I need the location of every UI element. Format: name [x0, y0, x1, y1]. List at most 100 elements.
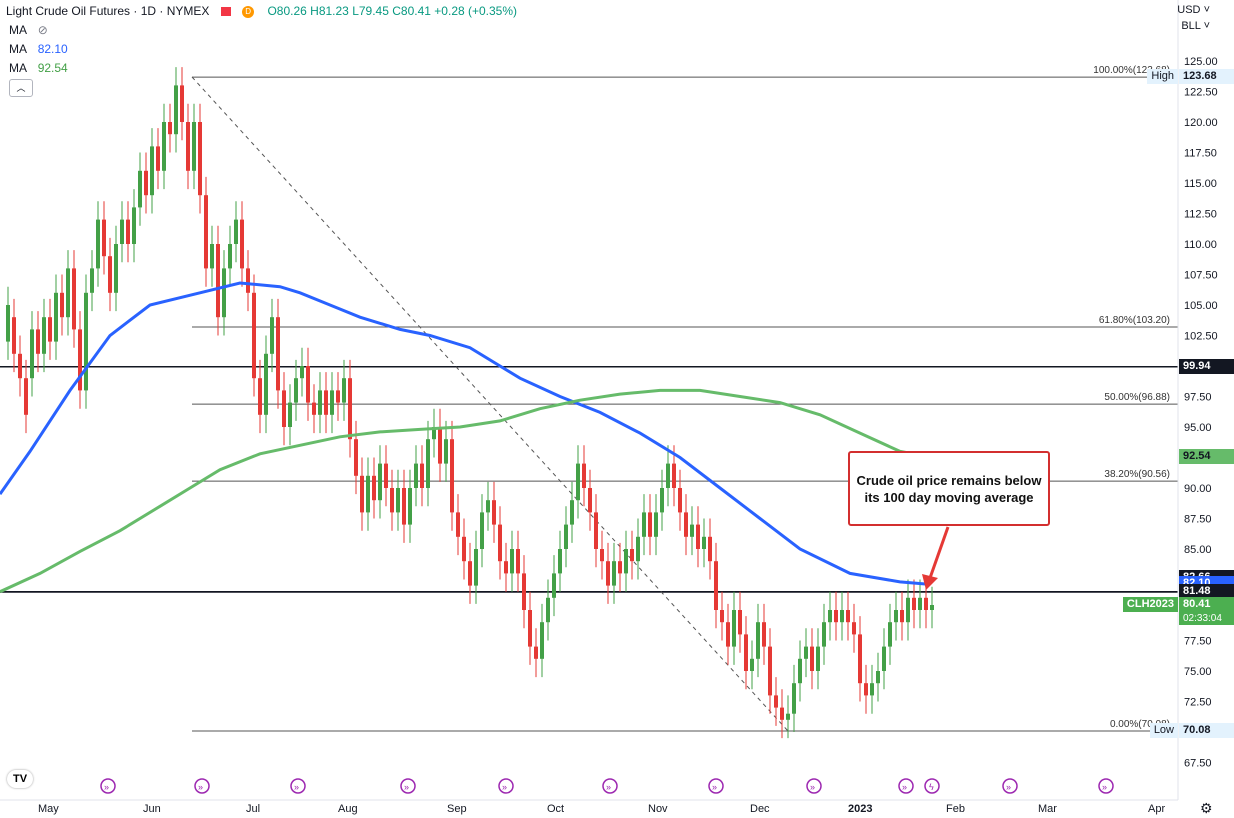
candle — [42, 298, 46, 373]
ma1-legend[interactable]: MA ⊘ — [9, 23, 48, 37]
x-tick-label: Aug — [338, 803, 358, 815]
candle — [804, 628, 808, 678]
y-tick-label: 110.00 — [1184, 239, 1217, 251]
candle — [402, 469, 406, 543]
candle — [702, 518, 706, 568]
candle — [636, 518, 640, 580]
candle — [324, 372, 328, 434]
y-tick-label: 95.00 — [1184, 422, 1212, 434]
y-tick-label: 125.00 — [1184, 56, 1218, 68]
ohlc-close: C80.41 — [392, 4, 431, 18]
candle — [930, 586, 934, 629]
candle — [540, 603, 544, 678]
ma2-legend[interactable]: MA 82.10 — [9, 42, 68, 56]
ohlc-low: L79.45 — [352, 4, 389, 18]
candle — [558, 530, 562, 592]
candle — [600, 530, 604, 580]
delay-badge[interactable]: D — [242, 5, 255, 18]
svg-text:»: » — [902, 782, 907, 792]
candle — [846, 591, 850, 641]
svg-text:»: » — [294, 782, 299, 792]
candle — [24, 359, 28, 434]
candle — [234, 201, 238, 263]
x-tick-label: Jul — [246, 803, 260, 815]
y-tick-label: 112.50 — [1184, 209, 1217, 221]
candle — [684, 494, 688, 556]
candle — [564, 506, 568, 568]
candle — [570, 481, 574, 543]
candle — [792, 664, 796, 732]
tradingview-logo[interactable]: TV — [7, 770, 33, 788]
red-flag-icon[interactable] — [220, 7, 231, 17]
fib-level-label: 100.00%(123.68) — [1093, 65, 1170, 76]
candle — [858, 616, 862, 702]
y-tick-label: 72.50 — [1184, 697, 1212, 709]
ma3-value: 92.54 — [37, 61, 68, 75]
event-marker-icon: » — [602, 778, 618, 794]
x-tick-label: Jun — [143, 803, 161, 815]
x-tick-label: Nov — [648, 803, 668, 815]
y-tick-label: 75.00 — [1184, 666, 1212, 678]
candle — [354, 420, 358, 495]
candle — [264, 335, 268, 434]
candle — [168, 103, 172, 153]
candle — [126, 201, 130, 263]
candle — [828, 591, 832, 641]
candle — [732, 591, 736, 665]
candle — [876, 652, 880, 702]
candle — [498, 506, 502, 580]
y-tick-label: 77.50 — [1184, 636, 1212, 648]
candle — [414, 445, 418, 507]
y-tick-label: 117.50 — [1184, 148, 1217, 160]
candle — [708, 518, 712, 580]
currency-selector[interactable]: USD ˅ — [1177, 4, 1210, 16]
candle — [378, 445, 382, 519]
candle — [546, 579, 550, 641]
candle — [384, 445, 388, 507]
settings-gear-icon[interactable]: ⚙ — [1200, 800, 1213, 816]
event-marker-icon: » — [1098, 778, 1114, 794]
candle — [816, 628, 820, 690]
candle — [468, 542, 472, 604]
fib-level-label: 0.00%(70.08) — [1110, 719, 1170, 730]
event-marker-icon: » — [806, 778, 822, 794]
candle — [120, 201, 124, 263]
candle — [648, 494, 652, 556]
candle — [750, 640, 754, 690]
candle — [726, 603, 730, 665]
candle — [678, 469, 682, 531]
candle — [840, 591, 844, 641]
candle — [102, 201, 106, 275]
candle — [786, 695, 790, 739]
price-axis: 67.5070.0072.5075.0077.5080.0085.0087.50… — [1184, 56, 1218, 770]
hidden-eye-icon[interactable]: ⊘ — [37, 23, 48, 37]
horizontal-levels — [0, 365, 1178, 593]
candle — [108, 237, 112, 312]
candle — [810, 628, 814, 690]
event-marker-icon: » — [100, 778, 116, 794]
ma3-legend[interactable]: MA 92.54 — [9, 61, 68, 75]
candle — [438, 408, 442, 482]
candle — [666, 445, 670, 507]
candle — [96, 201, 100, 287]
candle — [852, 603, 856, 653]
price-tag-label: CLH2023 — [1122, 596, 1178, 612]
ohlc-open: O80.26 — [267, 4, 307, 18]
y-tick-label: 102.50 — [1184, 331, 1218, 343]
annotation-arrow — [922, 526, 950, 590]
candle — [366, 457, 370, 531]
collapse-legend-button[interactable]: ︿ — [9, 79, 33, 97]
svg-text:»: » — [198, 782, 203, 792]
candle — [630, 530, 634, 580]
y-tick-label: 67.50 — [1184, 758, 1212, 770]
ma100-line — [0, 281, 931, 586]
candle — [894, 591, 898, 641]
unit-selector[interactable]: BLL ˅ — [1181, 20, 1210, 32]
y-tick-label: 115.00 — [1184, 178, 1217, 190]
lightning-marker-icon: ϟ — [924, 778, 940, 794]
candle — [90, 250, 94, 312]
chart-title-row: Light Crude Oil Futures · 1D · NYMEX D O… — [6, 4, 517, 18]
candle — [330, 372, 334, 434]
candle — [834, 591, 838, 641]
